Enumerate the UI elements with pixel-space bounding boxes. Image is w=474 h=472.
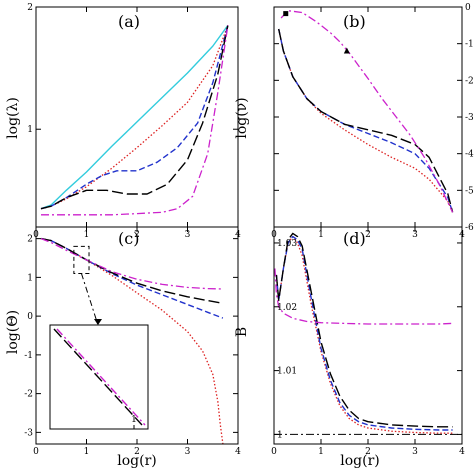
xtick-label-c-2: 2 <box>134 447 140 457</box>
ytick-label-d-0: 1 <box>277 430 283 440</box>
inset-series-group <box>53 328 146 426</box>
series-line-a-2 <box>40 25 229 210</box>
plot-frame-b <box>273 6 463 228</box>
ytick-label-c-4: 1 <box>27 273 33 283</box>
series-line-b-0 <box>278 28 454 213</box>
xlabel-d: log(r) <box>340 453 379 469</box>
ytick-label-a-1: 2 <box>27 3 33 13</box>
panel-label-b: (b) <box>343 12 366 31</box>
panel-label-c: (c) <box>118 229 139 248</box>
ytick-label-b-4: -2 <box>465 76 474 86</box>
xtick-label-d-1: 1 <box>318 447 324 457</box>
series-group-d <box>274 232 462 435</box>
xtick-label-d-0: 0 <box>271 447 277 457</box>
xtick-label-d-4: 4 <box>459 447 465 457</box>
xtick-label-b-1: 1 <box>318 230 324 240</box>
series-line-c-0 <box>40 237 224 444</box>
panel-label-a: (a) <box>118 12 140 31</box>
series-line-b-1 <box>278 28 454 213</box>
ytick-label-c-2: -1 <box>24 351 33 361</box>
xlabel-c: log(r) <box>117 453 156 469</box>
xtick-label-c-0: 0 <box>33 447 39 457</box>
ytick-label-b-0: -6 <box>465 223 474 233</box>
series-line-d-2 <box>275 232 453 428</box>
ylabel-c: log(Θ) <box>5 310 21 354</box>
ytick-label-a-0: 1 <box>27 125 33 135</box>
inset-line-1 <box>56 328 146 426</box>
marker-triangle-b-1 <box>343 47 350 54</box>
ytick-label-c-0: -3 <box>24 428 33 438</box>
series-line-d-0 <box>275 235 453 434</box>
xtick-label-a-2: 2 <box>134 230 140 240</box>
panel-c: 0 1 2 3 4 -3 -2 -1 0 1 2 1 <box>24 226 241 457</box>
xtick-label-c-1: 1 <box>84 447 90 457</box>
ytick-label-b-5: -1 <box>465 40 474 50</box>
ytick-label-c-3: 0 <box>27 312 33 322</box>
ylabel-d: B <box>234 327 250 337</box>
series-group-a <box>40 24 229 216</box>
inset-line-0 <box>53 328 143 426</box>
ytick-label-b-6: 0 <box>465 3 471 13</box>
marker-square-b-0 <box>283 11 289 17</box>
ytick-label-b-1: -5 <box>465 186 474 196</box>
ytick-label-d-3: 1.03 <box>277 239 297 249</box>
ylabel-a: log(λ) <box>5 97 21 139</box>
series-line-a-4 <box>41 25 229 216</box>
ytick-label-b-2: -4 <box>465 150 474 160</box>
ytick-label-c-5: 2 <box>27 235 33 245</box>
panel-d: 0 1 2 3 411.011.021.03 <box>271 226 465 457</box>
panel-a: 0 1 2 3 412 <box>27 3 241 240</box>
zoom-arrowhead <box>94 319 102 325</box>
xtick-label-c-3: 3 <box>185 447 191 457</box>
series-line-a-0 <box>40 24 229 210</box>
series-line-b-2 <box>278 28 454 213</box>
xtick-label-d-2: 2 <box>365 447 371 457</box>
panel-b: 0 1 2 3 4-6-5-4-3-2-10 <box>271 3 474 240</box>
series-line-d-3 <box>274 268 453 325</box>
xtick-label-b-2: 2 <box>365 230 371 240</box>
inset-xtick-label: 1 <box>131 415 137 425</box>
series-line-c-3 <box>40 237 223 290</box>
xtick-label-d-3: 3 <box>412 447 418 457</box>
series-group-b <box>278 10 454 213</box>
series-line-c-2 <box>40 237 224 304</box>
ytick-label-b-3: -3 <box>465 113 474 123</box>
xtick-label-b-3: 3 <box>412 230 418 240</box>
xtick-label-a-3: 3 <box>185 230 191 240</box>
ytick-label-c-1: -2 <box>24 390 33 400</box>
series-line-a-3 <box>40 25 229 210</box>
ytick-label-d-2: 1.02 <box>277 303 297 313</box>
xtick-label-c-4: 4 <box>235 447 241 457</box>
ylabel-b: log(ν) <box>234 97 250 138</box>
zoom-connector <box>80 273 99 326</box>
series-group-c <box>40 237 224 444</box>
xtick-label-a-1: 1 <box>84 230 90 240</box>
ytick-label-d-1: 1.01 <box>277 367 297 377</box>
plot-frame-d <box>273 226 463 445</box>
series-line-d-1 <box>275 235 453 431</box>
series-line-b-3 <box>280 10 454 213</box>
panel-label-d: (d) <box>343 229 366 248</box>
